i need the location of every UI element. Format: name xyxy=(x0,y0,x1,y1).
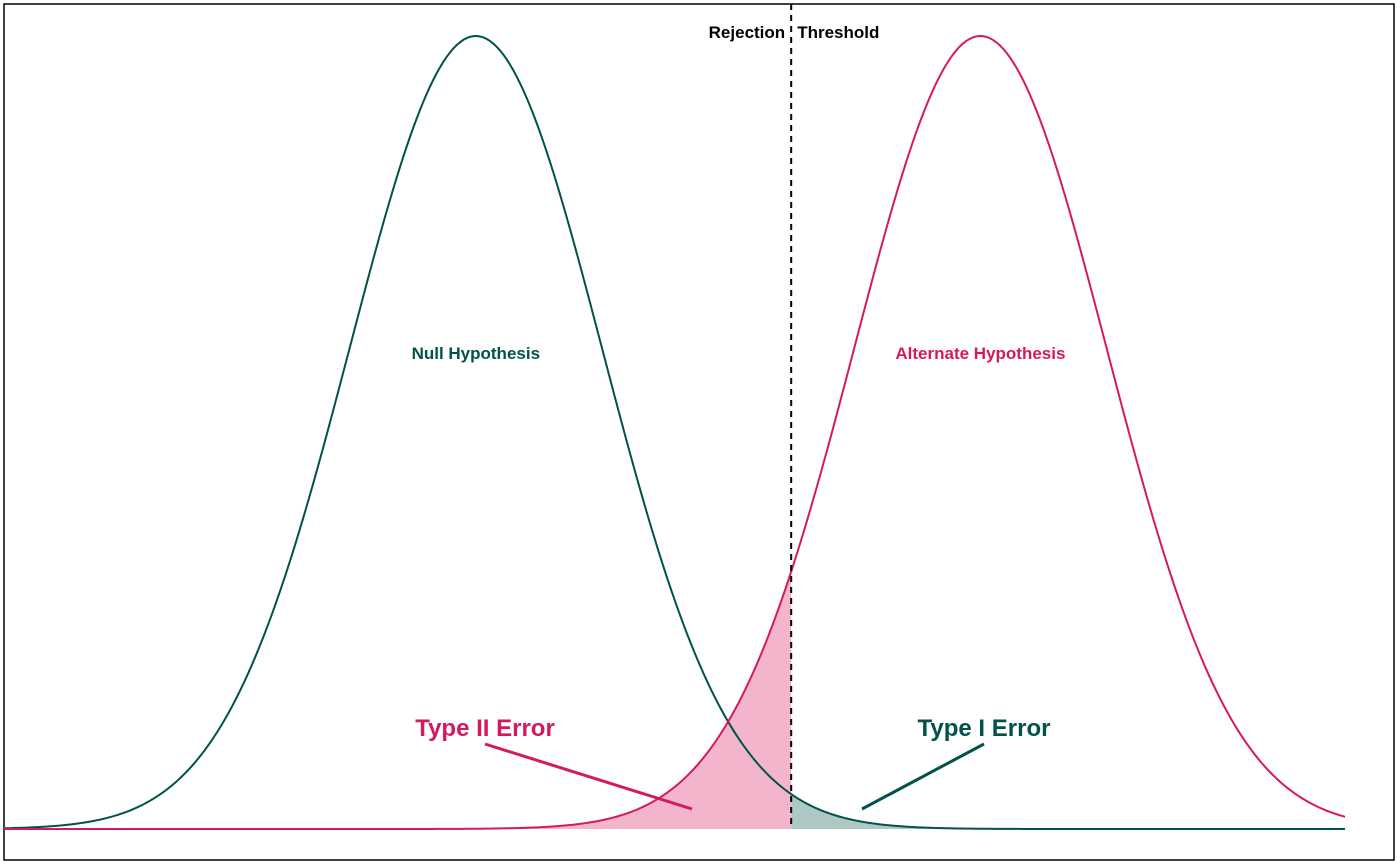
threshold-label-right: Threshold xyxy=(797,23,879,42)
alternate-hypothesis-label: Alternate Hypothesis xyxy=(895,344,1065,363)
alternate-hypothesis-curve xyxy=(4,35,1346,830)
type-ii-error-region xyxy=(4,571,792,829)
null-hypothesis-curve xyxy=(3,35,1345,830)
type-ii-error-pointer xyxy=(484,742,693,811)
type-i-error-pointer xyxy=(861,742,985,811)
plot-frame xyxy=(3,3,1395,861)
type-i-error-region xyxy=(791,794,1345,829)
threshold-label-left: Rejection xyxy=(709,23,786,42)
null-hypothesis-label: Null Hypothesis xyxy=(412,344,540,363)
type-ii-error-label: Type II Error xyxy=(415,715,555,742)
type-i-error-label: Type I Error xyxy=(918,715,1051,742)
